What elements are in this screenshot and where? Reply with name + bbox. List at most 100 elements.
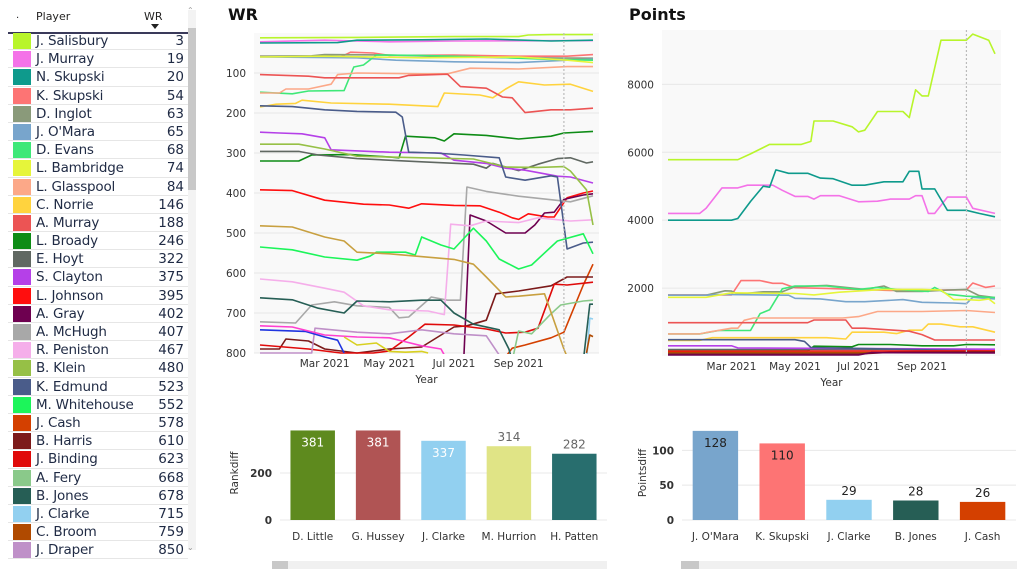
- series-line-l-bambridge[interactable]: [668, 288, 996, 305]
- series-line-r-peniston[interactable]: [259, 217, 594, 316]
- table-row[interactable]: R. Peniston 467: [8, 341, 188, 360]
- series-line-n-skupski[interactable]: [668, 169, 996, 221]
- bar-j-o-mara[interactable]: [692, 430, 739, 520]
- points-line-chart[interactable]: 2000 4000 6000 8000 Mar 2021 May 2021 Jul 2021…: [610, 30, 1024, 395]
- table-row[interactable]: B. Klein 480: [8, 359, 188, 378]
- series-line-a-fery[interactable]: [260, 299, 594, 361]
- table-row[interactable]: K. Skupski 54: [8, 87, 188, 105]
- rankdiff-scrollbar-thumb[interactable]: [272, 561, 288, 569]
- series-line-l-johnson[interactable]: [259, 189, 594, 221]
- table-row[interactable]: D. Inglot 63: [8, 105, 188, 123]
- rankdiff-bar-chart[interactable]: 0 200 Rankdiff 381 D. Little 381 G. Hussey 337 J…: [210, 410, 610, 560]
- table-scrollbar[interactable]: [188, 10, 196, 550]
- pointsdiff-scrollbar-thumb[interactable]: [681, 561, 699, 569]
- bar-j-clarke[interactable]: [826, 499, 872, 520]
- table-row[interactable]: L. Bambridge 74: [8, 159, 188, 178]
- scroll-down-icon[interactable]: ⌄: [187, 543, 194, 552]
- series-line-j-murray[interactable]: [668, 184, 996, 215]
- player-name: A. Gray: [36, 305, 85, 322]
- color-swatch: [13, 378, 31, 395]
- series-line-j-salisbury[interactable]: [668, 33, 996, 161]
- table-row[interactable]: A. McHugh 407: [8, 323, 188, 342]
- table-row[interactable]: J. Murray 19: [8, 50, 188, 69]
- series-line-e-hoyt[interactable]: [260, 150, 594, 172]
- series-line-j-draper[interactable]: [260, 327, 500, 355]
- table-row[interactable]: A. Gray 402: [8, 305, 188, 323]
- table-row[interactable]: A. Fery 668: [8, 469, 188, 487]
- column-header-player[interactable]: Player: [36, 10, 71, 23]
- series-line-b-klein[interactable]: [260, 143, 594, 226]
- series-line-j-cash[interactable]: [260, 263, 594, 361]
- table-row[interactable]: L. Johnson 395: [8, 287, 188, 305]
- series-line-l-bambridge[interactable]: [259, 55, 594, 64]
- bar-h-patten[interactable]: [552, 453, 597, 520]
- player-name: K. Edmund: [36, 378, 108, 395]
- player-name: N. Skupski: [36, 69, 105, 86]
- scroll-up-icon[interactable]: ⌃: [187, 6, 194, 15]
- bar-d-little[interactable]: [290, 430, 335, 520]
- series-line-k-skupski[interactable]: [668, 279, 996, 296]
- table-row[interactable]: S. Clayton 375: [8, 268, 188, 287]
- series-line-other-pink[interactable]: [259, 325, 445, 355]
- series-line-m-whitehouse[interactable]: [259, 227, 594, 270]
- series-line-a-murray[interactable]: [668, 319, 995, 341]
- table-row[interactable]: J. O'Mara 65: [8, 123, 188, 142]
- table-row[interactable]: C. Norrie 146: [8, 196, 188, 214]
- series-line-j-murray[interactable]: [259, 39, 594, 43]
- bar-j-clarke[interactable]: [421, 440, 466, 520]
- series-line-j-o-mara[interactable]: [259, 56, 594, 64]
- series-line-j-binding[interactable]: [259, 281, 594, 354]
- y-tick-label: 300: [226, 148, 246, 160]
- series-line-l-glasspool[interactable]: [260, 65, 593, 94]
- series-line-c-norrie[interactable]: [668, 323, 996, 342]
- wr-line-chart[interactable]: 100 200 300 400 500 600 700 800 Mar 2021 May 2021…: [210, 30, 610, 395]
- series-line-b-harris[interactable]: [260, 276, 593, 354]
- series-line-other-blue[interactable]: [259, 329, 345, 354]
- table-row[interactable]: K. Edmund 523: [8, 378, 188, 396]
- table-row[interactable]: N. Skupski 20: [8, 68, 188, 87]
- series-line-l-glasspool[interactable]: [668, 309, 996, 335]
- table-row[interactable]: L. Broady 246: [8, 232, 188, 251]
- table-row[interactable]: B. Jones 678: [8, 487, 188, 505]
- table-row[interactable]: B. Harris 610: [8, 432, 188, 451]
- bar-b-jones[interactable]: [893, 500, 939, 520]
- series-line-k-edmund[interactable]: [668, 338, 996, 352]
- pointsdiff-scrollbar[interactable]: [681, 561, 1017, 569]
- table-row[interactable]: J. Draper 850: [8, 541, 188, 560]
- rankdiff-scrollbar[interactable]: [272, 561, 607, 569]
- series-line-low-purple[interactable]: [668, 351, 996, 356]
- series-line-j-salisbury[interactable]: [259, 33, 593, 39]
- series-line-a-mchugh[interactable]: [259, 186, 594, 324]
- table-row[interactable]: A. Murray 188: [8, 214, 188, 233]
- series-line-other-yellow[interactable]: [343, 336, 429, 354]
- sort-descending-icon[interactable]: [151, 24, 159, 29]
- table-row[interactable]: D. Evans 68: [8, 141, 188, 160]
- table-row[interactable]: J. Salisbury 3: [8, 32, 188, 51]
- color-swatch: [13, 251, 31, 268]
- series-line-b-jones[interactable]: [259, 297, 593, 361]
- series-line-c-broom[interactable]: [585, 334, 594, 354]
- table-row[interactable]: C. Broom 759: [8, 523, 188, 542]
- series-line-a-gray[interactable]: [260, 193, 594, 361]
- table-row[interactable]: L. Glasspool 84: [8, 178, 188, 196]
- series-line-k-edmund[interactable]: [259, 105, 594, 250]
- table-row[interactable]: J. Binding 623: [8, 450, 188, 469]
- column-header-wr[interactable]: WR: [144, 10, 163, 23]
- column-header-color[interactable]: .: [16, 10, 20, 21]
- table-row[interactable]: J. Clarke 715: [8, 505, 188, 524]
- bar-k-skupski[interactable]: [759, 443, 805, 520]
- table-scrollbar-thumb[interactable]: [188, 28, 196, 190]
- series-line-n-skupski[interactable]: [259, 38, 594, 44]
- data-label: 28: [908, 485, 923, 499]
- bar-m-hurrion[interactable]: [486, 446, 532, 520]
- table-row[interactable]: E. Hoyt 322: [8, 250, 188, 269]
- series-line-a-murray[interactable]: [259, 73, 594, 114]
- series-line-j-o-mara[interactable]: [668, 293, 996, 305]
- series-line-other-olive[interactable]: [259, 225, 570, 365]
- series-line-c-norrie[interactable]: [259, 81, 594, 108]
- table-row[interactable]: J. Cash 578: [8, 414, 188, 433]
- bar-j-cash[interactable]: [959, 501, 1006, 520]
- table-row[interactable]: M. Whitehouse 552: [8, 396, 188, 414]
- bar-g-hussey[interactable]: [355, 430, 401, 520]
